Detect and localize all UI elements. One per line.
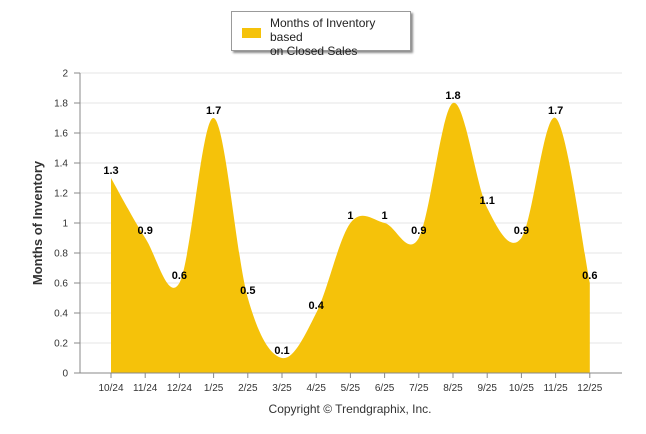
x-tick-label: 1/25	[204, 383, 224, 394]
x-tick-label: 5/25	[341, 383, 361, 394]
copyright-footer: Copyright © Trendgraphix, Inc.	[268, 402, 432, 416]
y-tick-label: 1	[62, 219, 68, 230]
y-tick-label: 1.8	[54, 99, 68, 110]
y-tick-label: 1.4	[54, 159, 68, 170]
data-label: 1	[347, 210, 353, 222]
data-label: 0.6	[172, 270, 187, 282]
x-tick-label: 10/25	[509, 383, 534, 394]
data-label: 1.3	[103, 165, 118, 177]
data-label: 1.7	[206, 105, 221, 117]
x-axis: 10/24 11/24 12/24 1/25 2/25 3/25 4/25 5/25 6/25 7…	[80, 372, 622, 394]
data-label: 0.5	[240, 285, 255, 297]
legend-swatch	[242, 28, 261, 38]
legend-label-line2: on Closed Sales	[270, 44, 358, 58]
x-tick-label: 7/25	[409, 383, 429, 394]
x-tick-label: 12/25	[577, 383, 602, 394]
data-label: 1.1	[480, 195, 495, 207]
data-label: 1.7	[548, 105, 563, 117]
data-label: 1	[382, 210, 388, 222]
y-tick-label: 2	[62, 69, 68, 80]
data-label: 0.9	[411, 225, 426, 237]
x-tick-label: 2/25	[238, 383, 258, 394]
x-tick-label: 3/25	[272, 383, 292, 394]
data-labels: 1.3 0.9 0.6 1.7 0.5 0.1 0.4 1 1 0.9 1.8 1.1 0.9 1.7 0.…	[103, 90, 597, 357]
legend-label-line1: Months of Inventory based	[270, 16, 376, 44]
y-tick-label: 1.6	[54, 129, 68, 140]
y-tick-label: 0	[62, 369, 68, 380]
data-label: 0.6	[582, 270, 597, 282]
legend-label: Months of Inventory based on Closed Sale…	[270, 16, 410, 58]
y-tick-label: 0.8	[54, 249, 68, 260]
legend: Months of Inventory based on Closed Sale…	[231, 11, 411, 58]
x-tick-label: 4/25	[306, 383, 326, 394]
y-tick-label: 0.6	[54, 279, 68, 290]
y-tick-label: 0.4	[54, 309, 68, 320]
y-axis-title: Months of Inventory	[30, 160, 45, 285]
y-tick-label: 0.2	[54, 339, 68, 350]
x-tick-label: 9/25	[477, 383, 497, 394]
x-tick-label: 11/25	[543, 383, 568, 394]
data-label: 0.9	[138, 225, 153, 237]
x-tick-label: 8/25	[443, 383, 463, 394]
data-label: 1.8	[445, 90, 460, 102]
data-label: 0.1	[274, 345, 289, 357]
series-area	[111, 102, 590, 374]
x-tick-label: 11/24	[133, 383, 158, 394]
y-axis: 0 0.2 0.4 0.6 0.8 1 1.2 1.4 1.6 1.8 2	[54, 69, 81, 380]
x-tick-label: 12/24	[167, 383, 192, 394]
x-tick-label: 10/24	[98, 383, 123, 394]
x-tick-label: 6/25	[375, 383, 395, 394]
y-tick-label: 1.2	[54, 189, 68, 200]
data-label: 0.4	[309, 300, 325, 312]
data-label: 0.9	[514, 225, 529, 237]
